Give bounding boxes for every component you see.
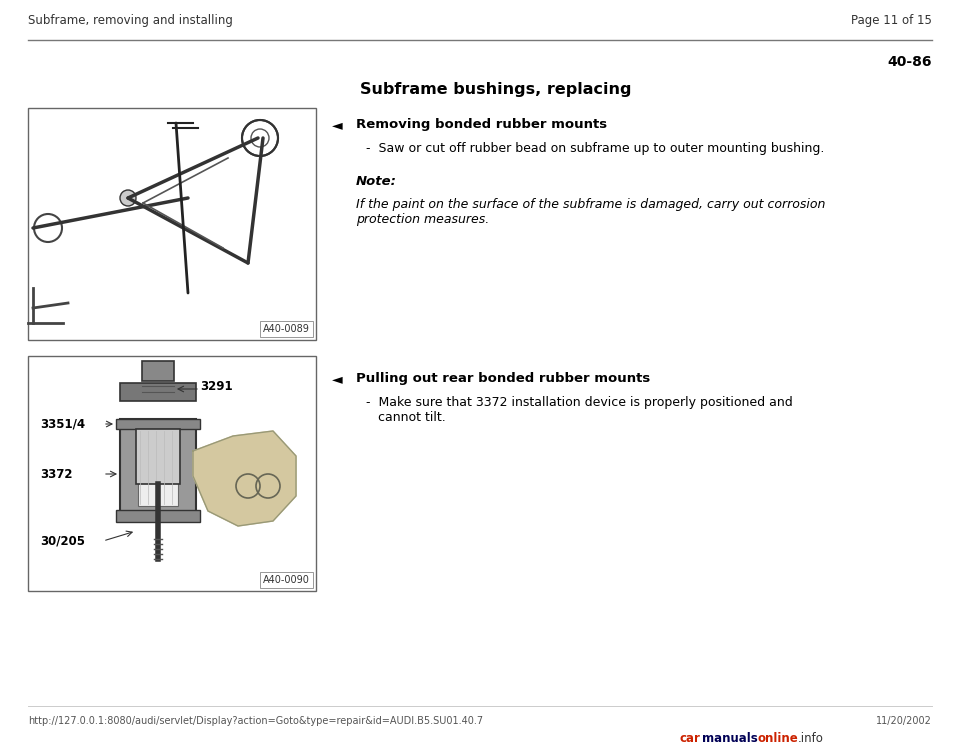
Text: .info: .info	[798, 732, 824, 742]
FancyBboxPatch shape	[142, 361, 174, 381]
FancyBboxPatch shape	[116, 419, 200, 429]
Text: Subframe, removing and installing: Subframe, removing and installing	[28, 14, 233, 27]
Text: ◄: ◄	[332, 372, 343, 386]
Text: manuals: manuals	[702, 732, 757, 742]
Text: 30/205: 30/205	[40, 534, 85, 548]
Text: 11/20/2002: 11/20/2002	[876, 716, 932, 726]
Text: ◄: ◄	[332, 118, 343, 132]
Text: cannot tilt.: cannot tilt.	[366, 411, 445, 424]
Circle shape	[120, 190, 136, 206]
Text: protection measures.: protection measures.	[356, 213, 490, 226]
Text: A40-0090: A40-0090	[263, 575, 310, 585]
Text: Pulling out rear bonded rubber mounts: Pulling out rear bonded rubber mounts	[356, 372, 650, 385]
FancyBboxPatch shape	[116, 510, 200, 522]
Text: Note:: Note:	[356, 175, 396, 188]
Text: http://127.0.0.1:8080/audi/servlet/Display?action=Goto&type=repair&id=AUDI.B5.SU: http://127.0.0.1:8080/audi/servlet/Displ…	[28, 716, 483, 726]
Text: car: car	[680, 732, 701, 742]
FancyBboxPatch shape	[138, 431, 178, 506]
FancyBboxPatch shape	[28, 108, 316, 340]
FancyBboxPatch shape	[28, 356, 316, 591]
Text: Subframe bushings, replacing: Subframe bushings, replacing	[360, 82, 632, 97]
Text: -  Saw or cut off rubber bead on subframe up to outer mounting bushing.: - Saw or cut off rubber bead on subframe…	[366, 142, 825, 155]
FancyBboxPatch shape	[120, 383, 196, 401]
FancyBboxPatch shape	[120, 419, 196, 514]
Text: 3351/4: 3351/4	[40, 418, 85, 430]
Polygon shape	[193, 431, 296, 526]
FancyBboxPatch shape	[136, 429, 180, 484]
Text: -  Make sure that 3372 installation device is properly positioned and: - Make sure that 3372 installation devic…	[366, 396, 793, 409]
Text: If the paint on the surface of the subframe is damaged, carry out corrosion: If the paint on the surface of the subfr…	[356, 198, 826, 211]
Text: Removing bonded rubber mounts: Removing bonded rubber mounts	[356, 118, 607, 131]
Text: A40-0089: A40-0089	[263, 324, 310, 334]
Text: 3372: 3372	[40, 467, 73, 481]
Text: 40-86: 40-86	[887, 55, 932, 69]
Text: Page 11 of 15: Page 11 of 15	[852, 14, 932, 27]
Text: 3291: 3291	[200, 379, 232, 393]
Text: online: online	[758, 732, 799, 742]
